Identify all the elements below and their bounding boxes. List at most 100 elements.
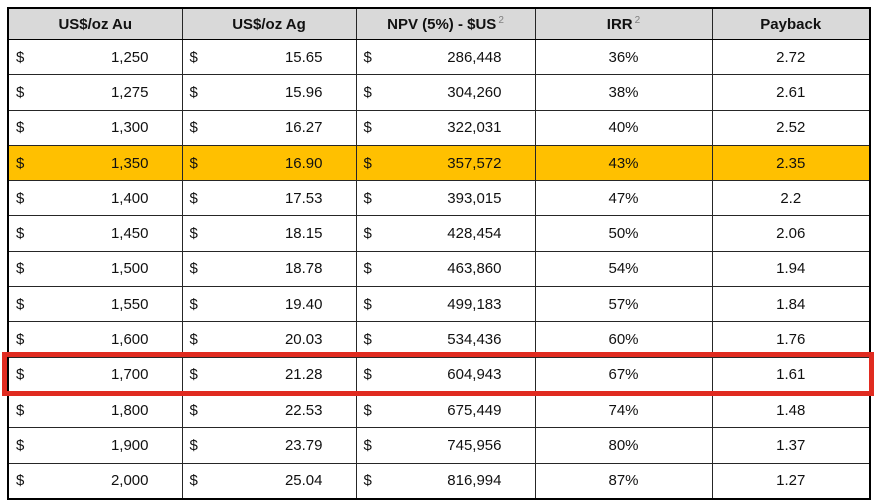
cell-au: $1,700 [7, 356, 183, 393]
footnote-marker: 2 [634, 15, 641, 26]
cell-au: $1,600 [7, 321, 183, 358]
header-label: NPV (5%) - $US [387, 16, 497, 33]
header-cell-irr: IRR 2 [534, 7, 713, 40]
cell-value: 2,000 [110, 472, 149, 490]
currency-symbol: $ [189, 331, 198, 349]
currency-symbol: $ [189, 472, 198, 490]
cell-ag: $23.79 [181, 427, 357, 464]
cell-ag: $18.15 [181, 215, 357, 252]
table-row: $1,500 $18.78 $463,860 54% 1.94 [7, 250, 871, 288]
cell-irr: 87% [534, 462, 713, 500]
currency-symbol: $ [189, 189, 198, 207]
cell-value: 675,449 [447, 401, 502, 419]
currency-symbol: $ [363, 260, 372, 278]
currency-symbol: $ [189, 83, 198, 101]
cell-irr: 54% [534, 250, 713, 288]
cell-irr: 74% [534, 391, 713, 429]
table-row: $1,275 $15.96 $304,260 38% 2.61 [7, 74, 871, 111]
cell-au: $1,275 [7, 74, 183, 111]
currency-symbol: $ [189, 225, 198, 243]
cell-ag: $20.03 [181, 321, 357, 358]
table-row: $1,350 $16.90 $357,572 43% 2.35 [7, 144, 871, 182]
cell-ag: $25.04 [181, 462, 357, 500]
cell-payback: 2.61 [711, 74, 871, 111]
cell-payback: 2.06 [711, 215, 871, 252]
cell-value: 428,454 [447, 225, 502, 243]
cell-value: 1,250 [110, 48, 149, 66]
cell-irr: 43% [534, 144, 713, 182]
cell-ag: $16.27 [181, 109, 357, 146]
cell-value: 816,994 [447, 472, 502, 490]
cell-irr: 67% [534, 356, 713, 393]
cell-npv: $357,572 [355, 144, 536, 182]
cell-ag: $16.90 [181, 144, 357, 182]
cell-value: 1,550 [110, 295, 149, 313]
cell-value: 534,436 [447, 331, 502, 349]
cell-value: 25.04 [284, 472, 323, 490]
cell-irr: 80% [534, 427, 713, 464]
cell-value: 1,900 [110, 436, 149, 454]
currency-symbol: $ [16, 401, 25, 419]
currency-symbol: $ [363, 295, 372, 313]
currency-symbol: $ [363, 83, 372, 101]
currency-symbol: $ [363, 48, 372, 66]
cell-npv: $463,860 [355, 250, 536, 288]
table-row: $1,550 $19.40 $499,183 57% 1.84 [7, 286, 871, 323]
cell-ag: $18.78 [181, 250, 357, 288]
header-cell-npv: NPV (5%) - $US 2 [355, 7, 536, 40]
cell-ag: $19.40 [181, 286, 357, 323]
currency-symbol: $ [16, 436, 25, 454]
table-row: $1,450 $18.15 $428,454 50% 2.06 [7, 215, 871, 252]
cell-value: 463,860 [447, 260, 502, 278]
currency-symbol: $ [16, 366, 25, 384]
cell-ag: $21.28 [181, 356, 357, 393]
cell-npv: $499,183 [355, 286, 536, 323]
table-row: $1,400 $17.53 $393,015 47% 2.2 [7, 180, 871, 217]
table-row: $1,800 $22.53 $675,449 74% 1.48 [7, 391, 871, 429]
cell-value: 1,300 [110, 119, 149, 137]
cell-value: 322,031 [447, 119, 502, 137]
cell-ag: $17.53 [181, 180, 357, 217]
cell-payback: 1.27 [711, 462, 871, 500]
currency-symbol: $ [16, 472, 25, 490]
currency-symbol: $ [189, 260, 198, 278]
cell-value: 18.78 [284, 260, 323, 278]
currency-symbol: $ [189, 119, 198, 137]
footnote-marker: 2 [498, 15, 504, 26]
cell-value: 286,448 [447, 48, 502, 66]
currency-symbol: $ [16, 331, 25, 349]
cell-value: 15.65 [284, 48, 323, 66]
cell-value: 499,183 [447, 295, 502, 313]
cell-value: 604,943 [447, 366, 502, 384]
currency-symbol: $ [363, 472, 372, 490]
cell-value: 22.53 [284, 401, 323, 419]
currency-symbol: $ [363, 225, 372, 243]
cell-npv: $304,260 [355, 74, 536, 111]
cell-value: 357,572 [447, 154, 502, 172]
cell-payback: 1.37 [711, 427, 871, 464]
cell-value: 20.03 [284, 331, 323, 349]
currency-symbol: $ [189, 401, 198, 419]
header-label: US$/oz Au [58, 15, 133, 33]
cell-irr: 57% [534, 286, 713, 323]
currency-symbol: $ [363, 401, 372, 419]
currency-symbol: $ [16, 83, 25, 101]
table-row: $1,250 $15.65 $286,448 36% 2.72 [7, 38, 871, 76]
cell-payback: 1.61 [711, 356, 871, 393]
cell-npv: $745,956 [355, 427, 536, 464]
cell-value: 1,500 [110, 260, 149, 278]
cell-payback: 2.52 [711, 109, 871, 146]
cell-npv: $393,015 [355, 180, 536, 217]
header-cell-payback: Payback [711, 7, 871, 40]
cell-payback: 2.35 [711, 144, 871, 182]
cell-irr: 40% [534, 109, 713, 146]
cell-npv: $286,448 [355, 38, 536, 76]
currency-symbol: $ [363, 189, 372, 207]
cell-npv: $816,994 [355, 462, 536, 500]
currency-symbol: $ [189, 154, 198, 172]
table-row: $1,700 $21.28 $604,943 67% 1.61 [7, 356, 871, 393]
currency-symbol: $ [189, 436, 198, 454]
cell-payback: 2.2 [711, 180, 871, 217]
cell-irr: 60% [534, 321, 713, 358]
currency-symbol: $ [189, 48, 198, 66]
